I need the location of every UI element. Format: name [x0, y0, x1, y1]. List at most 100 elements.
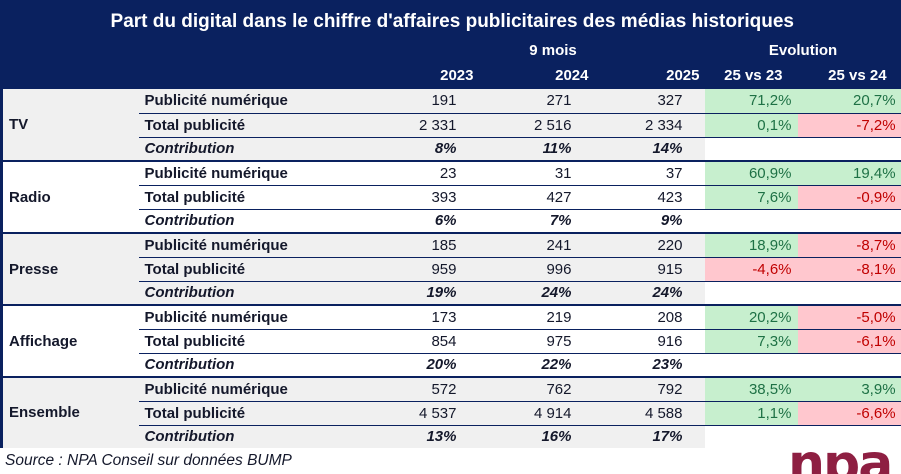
table-row: Contribution 20% 22% 23%: [2, 352, 901, 377]
value-2025: 37: [593, 160, 705, 185]
column-header-2025: 2025: [593, 61, 705, 89]
value-2024: 241: [478, 232, 594, 257]
value-2025: 423: [593, 184, 705, 209]
evolution-25vs23: 7,6%: [704, 184, 798, 209]
group-label-tv: TV: [1, 89, 139, 161]
table-row: TV Publicité numérique 191 271 327 71,2%…: [1, 89, 901, 161]
column-header-row: 2023 2024 2025 25 vs 23 25 vs 24: [1, 61, 901, 89]
table-row: Radio Publicité numérique 23 31 37 60,9%…: [1, 160, 901, 233]
evolution-empty-cell: [704, 352, 798, 377]
value-2025: 327: [593, 89, 705, 113]
value-2023: 959: [401, 256, 479, 281]
group-label-radio: Radio: [1, 160, 139, 233]
table-header: Part du digital dans le chiffre d'affair…: [1, 1, 901, 89]
column-group-evolution: Evolution: [704, 39, 901, 61]
value-2025: 14%: [593, 136, 705, 161]
value-2025: 24%: [593, 280, 705, 305]
value-2023: 4 537: [401, 400, 479, 425]
value-2024: 11%: [478, 136, 594, 161]
evolution-25vs24: -7,2%: [797, 112, 901, 137]
value-2023: 8%: [401, 136, 479, 161]
evolution-empty-cell: [797, 280, 901, 305]
table-row: Total publicité 854 975 916 7,3% -6,1%: [2, 328, 901, 353]
value-2024: 219: [478, 304, 594, 329]
row-label-cell: Total publicité: [138, 400, 402, 425]
value-2025: 23%: [593, 352, 705, 377]
column-header-2024: 2024: [478, 61, 594, 89]
value-2023: 854: [401, 328, 479, 353]
evolution-empty-cell: [797, 352, 901, 377]
table-row: Ensemble Publicité numérique 572 762 792…: [1, 376, 901, 449]
evolution-25vs23: 1,1%: [704, 400, 798, 425]
row-label-cell: Publicité numérique: [138, 232, 402, 257]
value-2023: 19%: [401, 280, 479, 305]
row-label-cell: Total publicité: [138, 328, 402, 353]
evolution-25vs24: -8,1%: [797, 256, 901, 281]
value-2025: 916: [593, 328, 705, 353]
spacer-cell: [1, 61, 139, 89]
value-2024: 7%: [478, 208, 594, 233]
table-row: Contribution 6% 7% 9%: [2, 208, 901, 233]
value-2024: 762: [478, 376, 594, 401]
evolution-25vs24: -6,1%: [797, 328, 901, 353]
value-2024: 975: [478, 328, 594, 353]
evolution-empty-cell: [704, 424, 798, 449]
value-2025: 915: [593, 256, 705, 281]
evolution-empty-cell: [704, 208, 798, 233]
group-label-presse: Presse: [1, 232, 139, 305]
evolution-25vs23: 0,1%: [704, 112, 798, 137]
table-row: Total publicité 959 996 915 -4,6% -8,1%: [2, 256, 901, 281]
row-label-cell: Publicité numérique: [138, 160, 402, 185]
spacer-cell: [138, 61, 402, 89]
row-label-cell: Publicité numérique: [138, 376, 402, 401]
row-label-cell: Total publicité: [138, 184, 402, 209]
value-2025: 2 334: [593, 112, 705, 137]
npa-logo: npa: [788, 434, 893, 474]
value-2025: 792: [593, 376, 705, 401]
spacer-cell: [1, 39, 402, 61]
column-group-9mois: 9 mois: [401, 39, 705, 61]
evolution-empty-cell: [704, 280, 798, 305]
column-header-25vs23: 25 vs 23: [704, 61, 798, 89]
column-header-2023: 2023: [401, 61, 479, 89]
table-row: Total publicité 2 331 2 516 2 334 0,1% -…: [2, 112, 901, 137]
value-2024: 22%: [478, 352, 594, 377]
value-2023: 13%: [401, 424, 479, 449]
value-2024: 24%: [478, 280, 594, 305]
evolution-25vs24: 3,9%: [797, 376, 901, 401]
evolution-25vs23: 60,9%: [704, 160, 798, 185]
table-row: Contribution 13% 16% 17%: [2, 424, 901, 449]
row-label-cell: Total publicité: [138, 256, 402, 281]
row-label-cell: Contribution: [138, 424, 402, 449]
group-label-affichage: Affichage: [1, 304, 139, 377]
footer: Source : NPA Conseil sur données BUMP: [0, 448, 901, 474]
table-row: Presse Publicité numérique 185 241 220 1…: [1, 232, 901, 305]
value-2025: 208: [593, 304, 705, 329]
title-row: Part du digital dans le chiffre d'affair…: [1, 1, 901, 39]
evolution-25vs23: 38,5%: [704, 376, 798, 401]
evolution-25vs24: -0,9%: [797, 184, 901, 209]
table-row: Contribution 19% 24% 24%: [2, 280, 901, 305]
value-2024: 271: [478, 89, 594, 113]
value-2024: 4 914: [478, 400, 594, 425]
value-2024: 427: [478, 184, 594, 209]
column-header-25vs24: 25 vs 24: [797, 61, 901, 89]
value-2024: 31: [478, 160, 594, 185]
row-label-cell: Contribution: [138, 352, 402, 377]
value-2025: 220: [593, 232, 705, 257]
digital-share-table: Part du digital dans le chiffre d'affair…: [0, 0, 901, 451]
evolution-empty-cell: [797, 208, 901, 233]
table-row: Total publicité 393 427 423 7,6% -0,9%: [2, 184, 901, 209]
row-label-cell: Total publicité: [138, 112, 402, 137]
evolution-25vs24: 19,4%: [797, 160, 901, 185]
value-2023: 572: [401, 376, 479, 401]
evolution-25vs24: 20,7%: [797, 89, 901, 113]
value-2023: 23: [401, 160, 479, 185]
value-2024: 2 516: [478, 112, 594, 137]
source-note: Source : NPA Conseil sur données BUMP: [5, 452, 292, 469]
table-row: Affichage Publicité numérique 173 219 20…: [1, 304, 901, 377]
evolution-empty-cell: [704, 136, 798, 161]
value-2025: 17%: [593, 424, 705, 449]
evolution-25vs23: 71,2%: [704, 89, 798, 113]
